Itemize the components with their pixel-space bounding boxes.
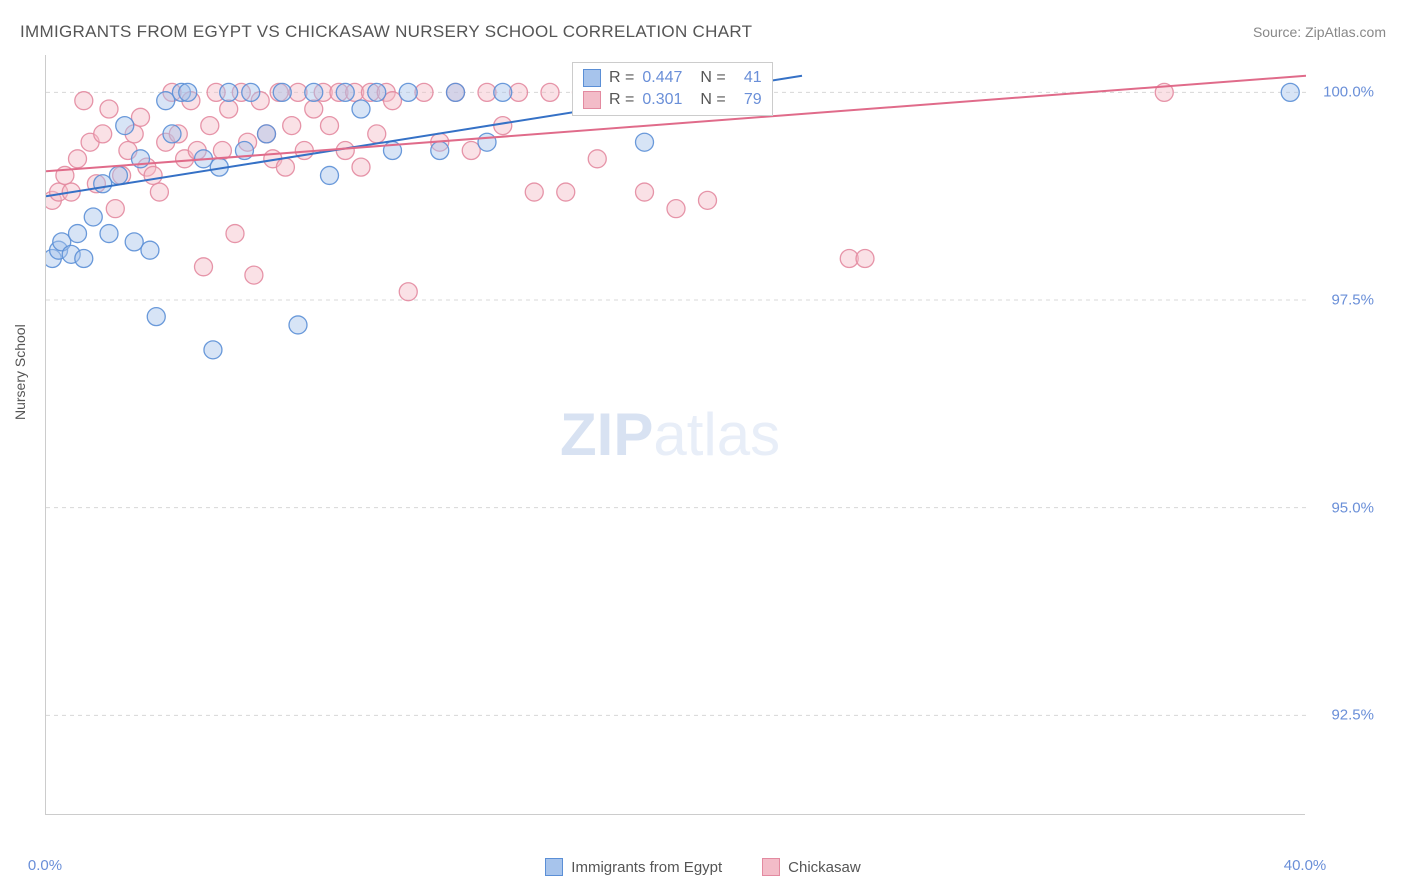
y-tick-label: 92.5% bbox=[1331, 707, 1374, 724]
y-tick-label: 97.5% bbox=[1331, 292, 1374, 309]
legend-label: Chickasaw bbox=[788, 859, 861, 876]
n-value: 79 bbox=[734, 91, 762, 109]
n-label: N = bbox=[700, 69, 725, 87]
chart-header: IMMIGRANTS FROM EGYPT VS CHICKASAW NURSE… bbox=[20, 22, 1386, 42]
bottom-legend: Immigrants from Egypt Chickasaw bbox=[0, 858, 1406, 876]
legend-swatch bbox=[762, 858, 780, 876]
stats-row: R = 0.301 N = 79 bbox=[583, 89, 762, 111]
chart-plot-area bbox=[45, 55, 1305, 815]
r-label: R = bbox=[609, 91, 634, 109]
legend-label: Immigrants from Egypt bbox=[571, 859, 722, 876]
r-value: 0.447 bbox=[642, 69, 692, 87]
legend-item: Immigrants from Egypt bbox=[545, 858, 722, 876]
n-value: 41 bbox=[734, 69, 762, 87]
correlation-stats-box: R = 0.447 N = 41 R = 0.301 N = 79 bbox=[572, 62, 773, 116]
n-label: N = bbox=[700, 91, 725, 109]
chart-source: Source: ZipAtlas.com bbox=[1253, 24, 1386, 40]
r-value: 0.301 bbox=[642, 91, 692, 109]
x-axis-min-label: 0.0% bbox=[28, 857, 62, 874]
legend-swatch bbox=[583, 91, 601, 109]
scatter-svg bbox=[46, 55, 1306, 815]
stats-row: R = 0.447 N = 41 bbox=[583, 67, 762, 89]
x-axis-max-label: 40.0% bbox=[1284, 857, 1327, 874]
y-tick-label: 100.0% bbox=[1323, 84, 1374, 101]
y-axis-label: Nursery School bbox=[12, 324, 28, 420]
r-label: R = bbox=[609, 69, 634, 87]
legend-swatch bbox=[583, 69, 601, 87]
chart-title: IMMIGRANTS FROM EGYPT VS CHICKASAW NURSE… bbox=[20, 22, 752, 42]
legend-swatch bbox=[545, 858, 563, 876]
y-tick-label: 95.0% bbox=[1331, 499, 1374, 516]
legend-item: Chickasaw bbox=[762, 858, 861, 876]
